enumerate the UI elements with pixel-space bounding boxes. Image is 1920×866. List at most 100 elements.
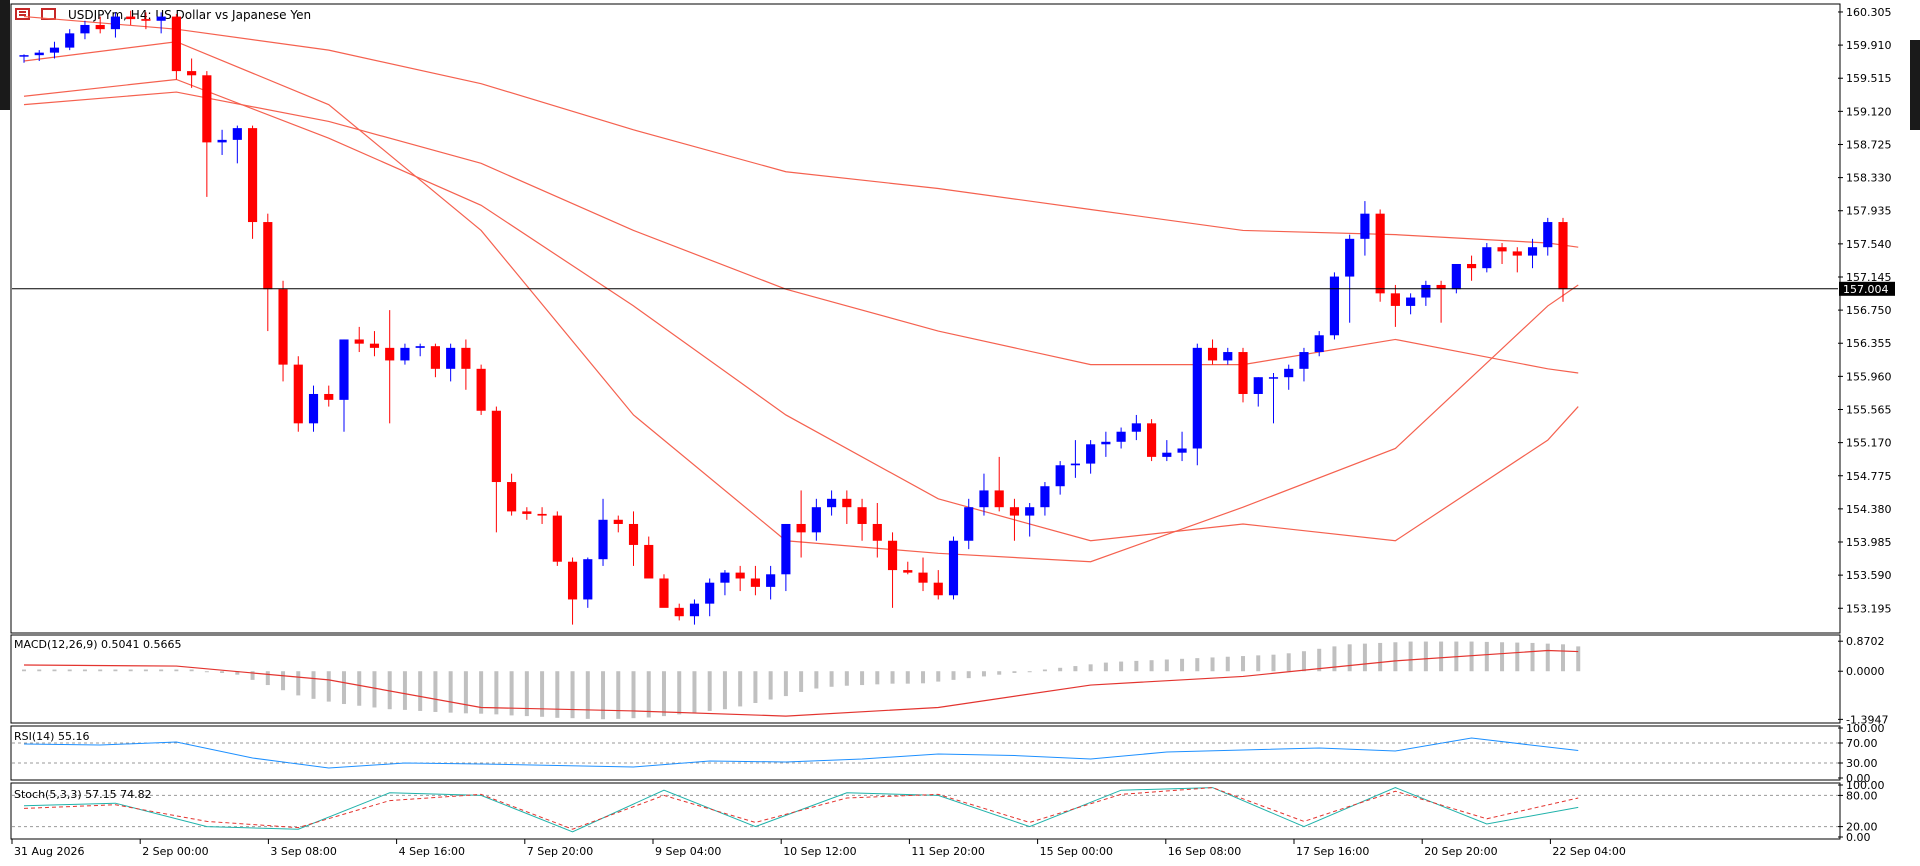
bearish-candle — [1467, 255, 1477, 281]
macd-histogram-bar — [1119, 661, 1124, 672]
time-tick-label: 15 Sep 00:00 — [1040, 845, 1113, 858]
bullish-candle — [446, 343, 456, 382]
bullish-candle — [217, 129, 227, 155]
bullish-candle — [1192, 343, 1202, 466]
candle-body — [247, 128, 258, 223]
bullish-candle — [400, 343, 410, 365]
price-tick-label: 160.305 — [1846, 6, 1892, 19]
macd-histogram-bar — [113, 669, 118, 672]
candle-body — [34, 52, 44, 56]
macd-histogram-bar — [1500, 642, 1505, 672]
time-tick-label: 16 Sep 08:00 — [1168, 845, 1241, 858]
candle-body — [446, 347, 456, 369]
candlestick-series — [19, 10, 1568, 625]
time-tick-label: 9 Sep 04:00 — [655, 845, 721, 858]
rsi-tick-label: 30.00 — [1846, 757, 1878, 770]
macd-histogram-bar — [494, 671, 499, 715]
candle-body — [1421, 284, 1431, 298]
candle-body — [705, 582, 715, 604]
price-tick-label: 159.910 — [1846, 39, 1892, 52]
bearish-candle — [994, 456, 1004, 512]
bearish-candle — [126, 10, 136, 25]
scrollbar-thumb[interactable] — [1910, 40, 1920, 130]
candle-body — [750, 578, 760, 587]
bullish-candle — [583, 557, 593, 608]
bullish-candle — [308, 385, 319, 432]
candle-body — [1451, 263, 1461, 290]
macd-histogram-bar — [540, 671, 545, 717]
price-tick-label: 158.725 — [1846, 138, 1892, 151]
bearish-candle — [476, 364, 486, 415]
candle-body — [720, 572, 730, 583]
stochastic-panel[interactable] — [10, 782, 1841, 840]
price-tick-label: 157.540 — [1846, 238, 1892, 251]
candle-body — [537, 513, 547, 516]
candle-body — [385, 347, 395, 361]
bullish-candle — [1268, 373, 1279, 424]
macd-panel[interactable] — [10, 634, 1841, 724]
candle-body — [1329, 276, 1340, 336]
candle-body — [1527, 247, 1538, 256]
stoch-tick-label: 20.00 — [1846, 821, 1878, 834]
macd-histogram-bar — [875, 671, 880, 685]
candle-body — [644, 544, 654, 579]
rsi-line — [23, 737, 1579, 769]
candle-body — [1314, 335, 1324, 353]
macd-histogram-bar — [1317, 648, 1322, 672]
macd-histogram-bar — [1439, 641, 1444, 672]
candle-body — [263, 222, 273, 290]
candle-body — [141, 19, 151, 21]
macd-histogram-bar — [1271, 654, 1276, 672]
candle-body — [293, 364, 303, 424]
candle-body — [1497, 247, 1507, 252]
macd-histogram-bar — [311, 671, 316, 699]
macd-histogram-bar — [1134, 660, 1139, 672]
candle-body — [1101, 441, 1111, 445]
candle-body — [994, 490, 1004, 508]
rsi-panel[interactable] — [10, 725, 1841, 781]
macd-histogram-bar — [570, 671, 575, 719]
current-price-label: 157.004 — [1843, 283, 1889, 296]
candle-body — [217, 139, 227, 143]
candle-body — [552, 515, 562, 562]
price-tick-label: 158.330 — [1846, 172, 1892, 185]
macd-histogram-bar — [1301, 651, 1306, 672]
candle-body — [80, 24, 90, 34]
macd-histogram-bar — [387, 671, 392, 710]
bearish-candle — [903, 561, 913, 575]
current-price-line: 157.004 — [12, 281, 1895, 296]
candle-body — [598, 519, 608, 560]
price-tick-label: 159.120 — [1846, 105, 1892, 118]
bearish-candle — [430, 343, 440, 378]
macd-histogram-bar — [1286, 653, 1291, 672]
stochastic-label: Stoch(5,3,3) 57.15 74.82 — [14, 788, 152, 801]
bearish-candle — [552, 511, 562, 566]
price-tick-label: 154.775 — [1846, 470, 1892, 483]
bullish-candle — [1421, 280, 1431, 306]
bearish-candle — [324, 385, 334, 407]
macd-histogram-bar — [463, 671, 468, 714]
candle-body — [1238, 352, 1248, 394]
candle-body — [613, 519, 623, 524]
moving-average-line-4 — [23, 15, 1579, 248]
bullish-candle — [1345, 234, 1355, 323]
price-panel[interactable] — [10, 3, 1841, 634]
bearish-candle — [461, 339, 471, 390]
title-text: USDJPYm, H4: US Dollar vs Japanese Yen — [68, 8, 311, 22]
candle-body — [1207, 347, 1218, 361]
bullish-candle — [1055, 461, 1065, 495]
bearish-candle — [1512, 247, 1522, 273]
bullish-candle — [811, 498, 821, 541]
rsi-tick-label: 100.00 — [1846, 722, 1885, 735]
candle-body — [1223, 352, 1233, 361]
macd-histogram-bar — [936, 671, 941, 682]
macd-histogram-bar — [1195, 658, 1200, 672]
macd-histogram-bar — [235, 671, 240, 675]
candle-body — [339, 339, 349, 400]
moving-average-line-1 — [23, 41, 1579, 563]
candle-body — [1345, 238, 1355, 277]
price-tick-label: 157.145 — [1846, 271, 1892, 284]
